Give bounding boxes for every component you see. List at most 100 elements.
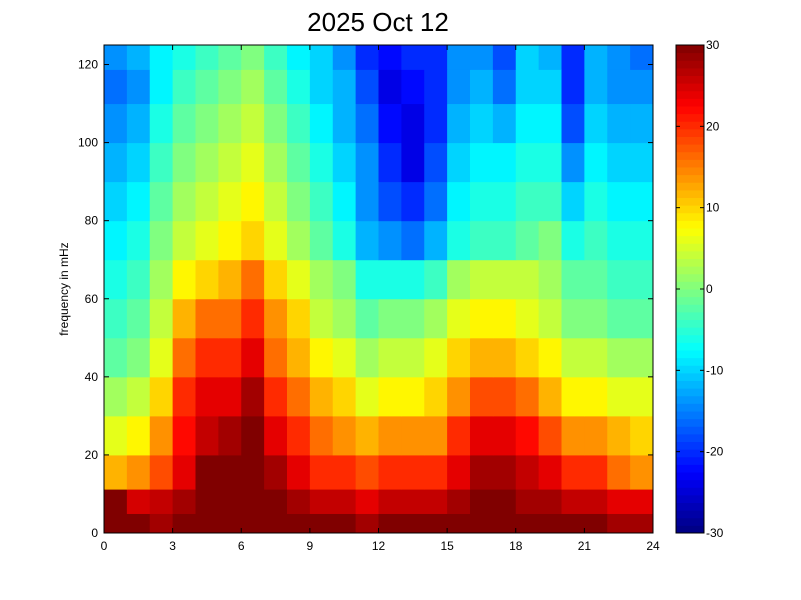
heatmap-cell: [172, 298, 196, 339]
heatmap-cell: [264, 489, 288, 514]
heatmap-cell: [630, 220, 654, 261]
heatmap-cell: [607, 415, 631, 456]
heatmap-cell: [492, 103, 517, 144]
colorbar-segment: [676, 365, 704, 374]
heatmap-cell: [378, 489, 402, 514]
heatmap-cell: [378, 220, 402, 261]
colorbar-segment: [676, 456, 704, 465]
heatmap-cell: [607, 298, 631, 339]
colorbar-segment: [676, 106, 704, 115]
heatmap-cell: [172, 69, 196, 105]
colorbar-segment: [676, 45, 704, 54]
heatmap-cell: [172, 513, 196, 534]
heatmap-cell: [630, 376, 654, 417]
heatmap-cell: [126, 298, 151, 339]
heatmap-cell: [218, 220, 242, 261]
heatmap-cell: [149, 376, 174, 417]
heatmap-cell: [447, 298, 471, 339]
heatmap-cell: [332, 181, 357, 222]
heatmap-cell: [149, 220, 174, 261]
heatmap-cell: [424, 376, 448, 417]
colorbar-segment: [676, 113, 704, 122]
heatmap-cell: [630, 454, 654, 490]
heatmap-cell: [355, 103, 379, 144]
heatmap-cell: [607, 489, 631, 514]
heatmap-cell: [447, 259, 471, 300]
colorbar-axis: -30 -20 -10 0 10 20 30: [676, 38, 724, 540]
heatmap-cell: [470, 337, 494, 378]
heatmap-cell: [149, 259, 174, 300]
colorbar-segment: [676, 151, 704, 160]
heatmap-cell: [447, 181, 471, 222]
heatmap-cell: [241, 220, 265, 261]
colorbar-segment: [676, 479, 704, 488]
heatmap-cell: [538, 181, 562, 222]
colorbar-segment: [676, 395, 704, 404]
heatmap-cell: [607, 181, 631, 222]
heatmap-cell: [264, 376, 288, 417]
heatmap-cell: [515, 298, 540, 339]
colorbar-segment: [676, 372, 704, 381]
colorbar-segment: [676, 304, 704, 313]
heatmap-cell: [401, 103, 425, 144]
colorbar-segment: [676, 296, 704, 305]
heatmap-cell: [470, 376, 494, 417]
heatmap-cell: [424, 103, 448, 144]
heatmap-cell: [630, 45, 654, 70]
y-tick-label: 20: [85, 448, 99, 462]
heatmap-cell: [104, 415, 128, 456]
heatmap-cell: [264, 513, 288, 534]
heatmap-cell: [584, 103, 608, 144]
heatmap-cell: [447, 220, 471, 261]
heatmap-cell: [149, 69, 174, 105]
heatmap-cell: [264, 259, 288, 300]
heatmap-cell: [241, 45, 265, 70]
colorbar-segment: [676, 60, 704, 69]
heatmap-cell: [355, 376, 379, 417]
heatmap-cell: [424, 69, 448, 105]
colorbar-segment: [676, 174, 704, 183]
heatmap-cell: [424, 142, 448, 183]
heatmap-cell: [355, 142, 379, 183]
colorbar-segment: [676, 250, 704, 259]
heatmap-cell: [607, 103, 631, 144]
heatmap-cell: [492, 337, 517, 378]
heatmap-cell: [538, 103, 562, 144]
colorbar-segment: [676, 510, 704, 519]
heatmap-cell: [515, 103, 540, 144]
colorbar-segment: [676, 327, 704, 336]
heatmap-cell: [104, 337, 128, 378]
heatmap-cell: [309, 513, 334, 534]
heatmap-cell: [538, 489, 562, 514]
colorbar-segment: [676, 357, 704, 366]
heatmap-cell: [538, 69, 562, 105]
colorbar-segment: [676, 228, 704, 237]
heatmap-cell: [149, 45, 174, 70]
heatmap-cell: [287, 513, 311, 534]
heatmap-cell: [355, 489, 379, 514]
heatmap-cell: [172, 415, 196, 456]
heatmap-cell: [195, 142, 219, 183]
heatmap-cell: [447, 337, 471, 378]
heatmap-cell: [218, 337, 242, 378]
heatmap-cell: [287, 220, 311, 261]
heatmap-cell: [264, 454, 288, 490]
heatmap-cell: [355, 69, 379, 105]
colorbar-segment: [676, 235, 704, 244]
heatmap-cell: [355, 259, 379, 300]
colorbar-segment: [676, 273, 704, 282]
heatmap-cell: [378, 181, 402, 222]
colorbar-segment: [676, 121, 704, 130]
heatmap-cell: [104, 181, 128, 222]
heatmap-cell: [264, 298, 288, 339]
heatmap-cell: [355, 337, 379, 378]
heatmap-cell: [378, 298, 402, 339]
heatmap-cell: [561, 142, 585, 183]
heatmap-cell: [424, 513, 448, 534]
heatmap-cell: [447, 142, 471, 183]
heatmap-cell: [378, 69, 402, 105]
heatmap-cell: [332, 489, 357, 514]
heatmap-cell: [332, 142, 357, 183]
heatmap-cell: [287, 376, 311, 417]
